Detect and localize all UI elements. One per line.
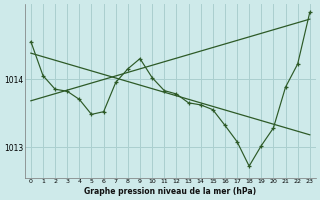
X-axis label: Graphe pression niveau de la mer (hPa): Graphe pression niveau de la mer (hPa): [84, 187, 256, 196]
